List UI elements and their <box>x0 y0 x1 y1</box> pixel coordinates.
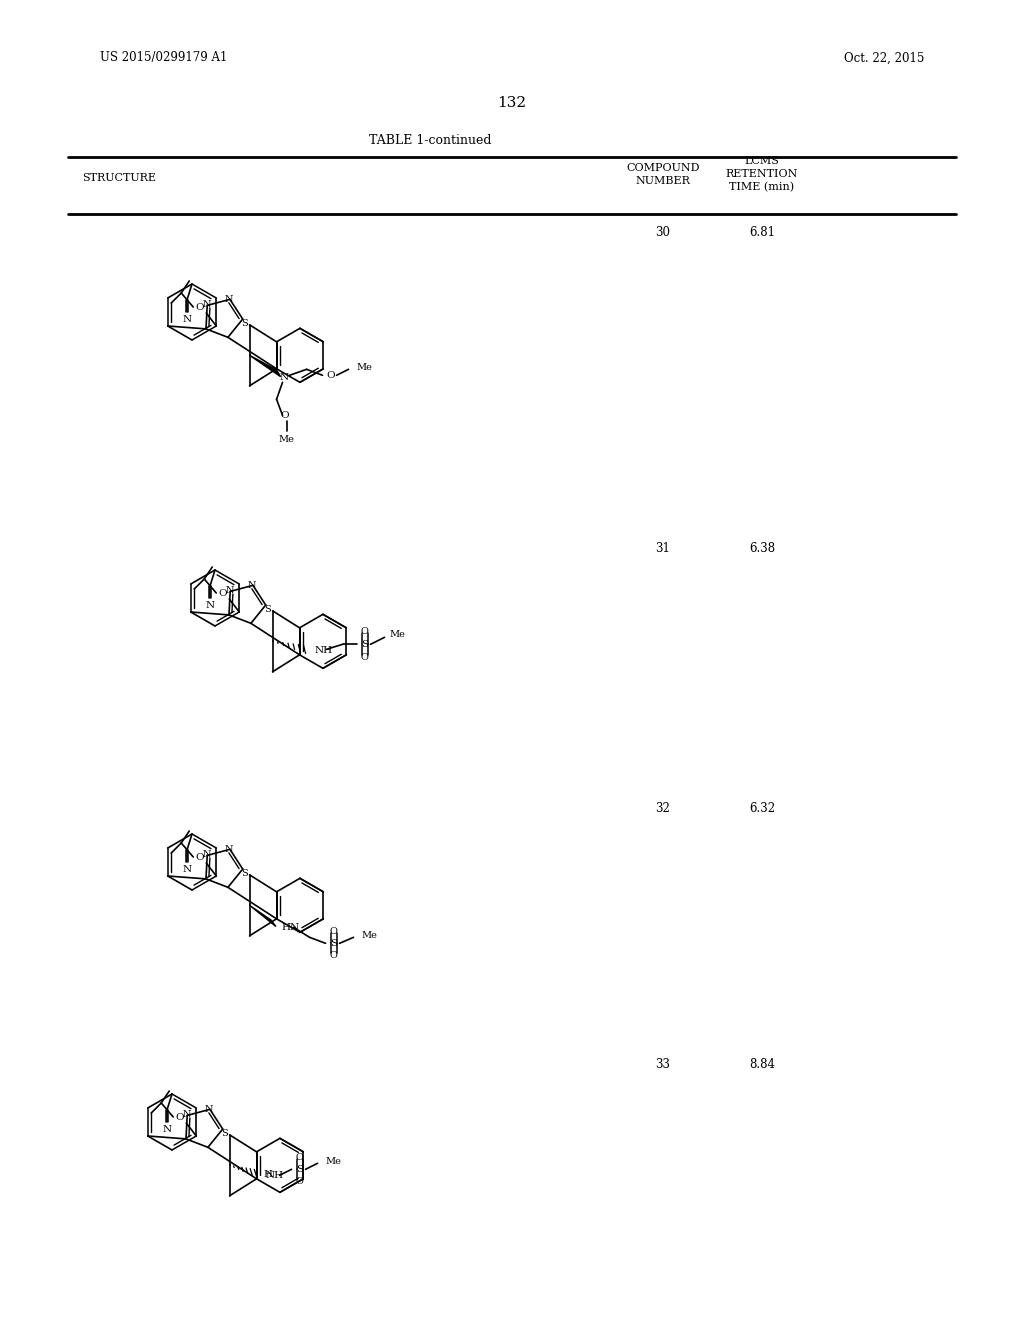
Text: O: O <box>218 589 226 598</box>
Text: S: S <box>221 1129 228 1138</box>
Text: O: O <box>281 411 289 420</box>
Text: O: O <box>330 927 338 936</box>
Text: O: O <box>330 950 338 960</box>
Text: RETENTION: RETENTION <box>726 169 798 180</box>
Text: S: S <box>264 605 271 614</box>
Text: N: N <box>226 586 234 595</box>
Text: COMPOUND: COMPOUND <box>627 162 699 173</box>
Text: STRUCTURE: STRUCTURE <box>82 173 156 183</box>
Text: LCMS: LCMS <box>744 156 779 166</box>
Text: N: N <box>206 602 215 610</box>
Text: Me: Me <box>356 363 373 372</box>
Text: N: N <box>203 850 212 859</box>
Text: NH: NH <box>265 1171 284 1180</box>
Text: Me: Me <box>389 630 406 639</box>
Text: N: N <box>224 294 233 304</box>
Text: HN: HN <box>282 923 300 932</box>
Text: Me: Me <box>326 1156 341 1166</box>
Text: 132: 132 <box>498 96 526 110</box>
Text: NUMBER: NUMBER <box>636 176 690 186</box>
Text: 30: 30 <box>655 226 671 239</box>
Text: O: O <box>175 1113 183 1122</box>
Text: N: N <box>248 581 256 590</box>
Text: Me: Me <box>279 434 295 444</box>
Text: N: N <box>182 315 191 325</box>
Text: S: S <box>330 939 337 948</box>
Polygon shape <box>250 355 281 376</box>
Text: N: N <box>183 1110 191 1119</box>
Text: O: O <box>360 653 369 661</box>
Text: 32: 32 <box>655 801 671 814</box>
Text: 6.32: 6.32 <box>749 801 775 814</box>
Text: O: O <box>195 853 204 862</box>
Text: Me: Me <box>361 931 378 940</box>
Text: TABLE 1-continued: TABLE 1-continued <box>369 133 492 147</box>
Text: O: O <box>360 627 369 636</box>
Text: N: N <box>203 300 212 309</box>
Text: Oct. 22, 2015: Oct. 22, 2015 <box>844 51 924 65</box>
Text: N: N <box>205 1105 213 1114</box>
Text: 6.38: 6.38 <box>749 541 775 554</box>
Text: N: N <box>280 372 289 381</box>
Text: S: S <box>242 318 248 327</box>
Text: S: S <box>296 1164 303 1173</box>
Text: N: N <box>182 866 191 874</box>
Polygon shape <box>250 906 275 927</box>
Text: N: N <box>224 845 233 854</box>
Text: O: O <box>195 302 204 312</box>
Text: H: H <box>263 1170 272 1179</box>
Text: S: S <box>242 869 248 878</box>
Text: O: O <box>327 371 335 380</box>
Text: US 2015/0299179 A1: US 2015/0299179 A1 <box>100 51 227 65</box>
Text: NH: NH <box>314 645 333 655</box>
Text: 31: 31 <box>655 541 671 554</box>
Text: TIME (min): TIME (min) <box>729 182 795 193</box>
Text: O: O <box>296 1152 303 1162</box>
Text: O: O <box>296 1177 303 1185</box>
Text: 8.84: 8.84 <box>749 1059 775 1072</box>
Text: N: N <box>163 1126 172 1134</box>
Text: 6.81: 6.81 <box>749 226 775 239</box>
Text: 33: 33 <box>655 1059 671 1072</box>
Text: S: S <box>361 640 368 649</box>
